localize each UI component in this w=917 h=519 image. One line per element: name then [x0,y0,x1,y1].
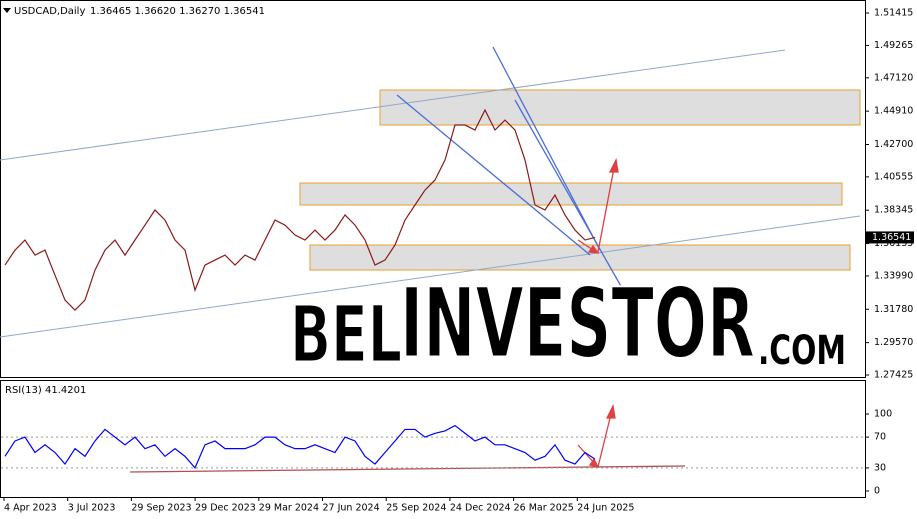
menu-triangle[interactable] [3,8,11,13]
y-tick-label: 30 [874,462,886,473]
rsi-title: RSI(13) 41.4201 [5,385,86,396]
y-tick-label: 1.38345 [874,205,913,216]
price-label: 1.36541 [872,232,911,243]
y-tick-label: 1.51415 [874,7,913,18]
trend-line [514,99,623,289]
x-tick-label: 4 Apr 2023 [4,503,57,514]
support-zone [309,244,851,271]
price-line [4,424,596,470]
y-tick-label: 1.40555 [874,171,913,182]
ohlc: 1.36465 1.36620 1.36270 1.36541 [90,6,265,17]
main-pane [0,0,866,378]
y-tick-label: 0 [874,485,880,496]
trend-line [492,46,601,251]
y-tick-label: 1.36135 [874,238,913,249]
x-tick-label: 29 Dec 2023 [195,503,256,514]
x-tick-label: 26 Mar 2025 [514,503,574,514]
rsi-pane [0,380,866,498]
y-tick-label: 100 [874,409,892,420]
x-tick-label: 3 Jul 2023 [68,503,116,514]
y-tick-label: 1.33990 [874,270,913,281]
x-tick-label: 25 Sep 2024 [386,503,446,514]
resistance-zone [379,89,861,126]
channel-upper [0,49,786,161]
y-tick-label: 1.29570 [874,337,913,348]
y-tick-label: 1.27425 [874,369,913,380]
price-line [4,108,596,312]
arrows [577,157,619,468]
y-tick-label: 70 [874,432,886,443]
y-tick-label: 1.44910 [874,106,913,117]
price-box [866,231,914,244]
watermark-com: .COM [758,328,846,374]
x-tick-label: 29 Sep 2023 [131,503,191,514]
trend-line [396,94,591,256]
x-tick-label: 29 Mar 2024 [259,503,319,514]
x-tick-label: 27 Jun 2024 [323,503,380,514]
y-tick-label: 1.49265 [874,40,913,51]
watermark-bel: BEL [290,290,402,380]
x-tick-label: 24 Dec 2024 [450,503,511,514]
y-tick-label: 1.42700 [874,139,913,150]
rsi-support [129,465,686,473]
symbol: USDCAD,Daily [14,6,85,17]
y-tick-label: 1.31780 [874,304,913,315]
watermark-investor: INVESTOR [400,267,755,379]
channel-lower [0,215,861,338]
x-tick-label: 24 Jun 2025 [577,503,634,514]
y-tick-label: 1.47120 [874,72,913,83]
